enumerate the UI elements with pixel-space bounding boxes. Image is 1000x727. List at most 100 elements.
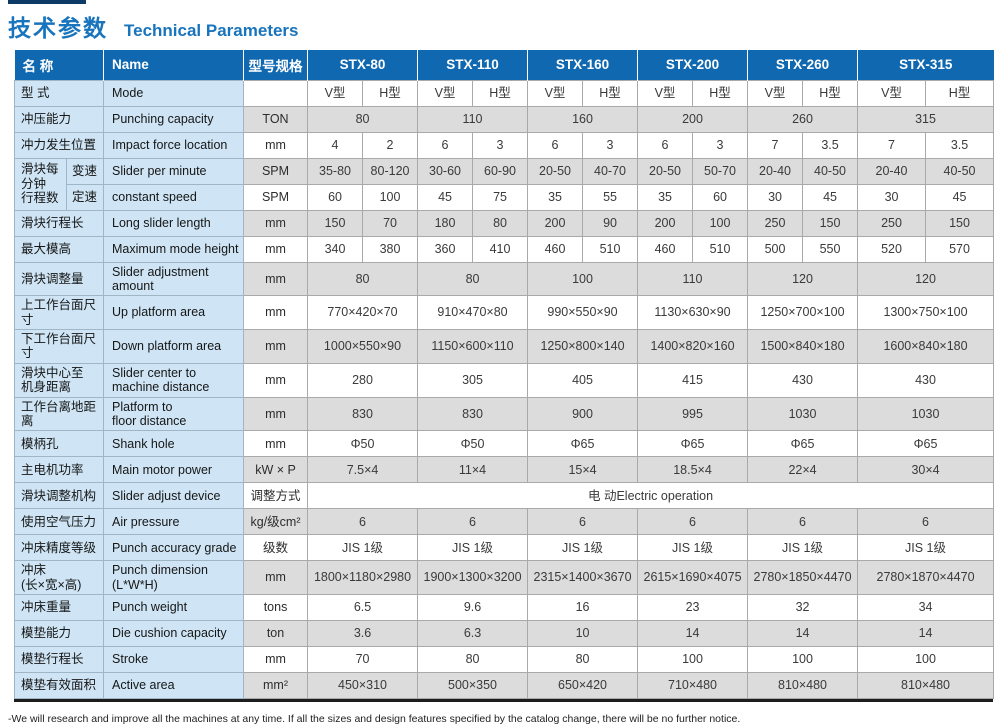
row-label-cn: 最大模高	[13, 235, 105, 263]
data-cell: 180	[417, 209, 474, 237]
row-label-en: Impact force location	[103, 131, 245, 159]
data-cell: 200	[637, 105, 749, 133]
header-name-cn: 名 称	[14, 50, 105, 80]
data-cell: 6	[307, 508, 419, 536]
data-cell: 30×4	[857, 456, 995, 484]
data-cell: 45	[802, 183, 859, 211]
data-cell: 1600×840×180	[857, 329, 995, 364]
row-unit: mm	[243, 560, 309, 595]
data-cell: 100	[857, 646, 995, 673]
data-cell: V型	[747, 79, 804, 107]
data-cell: 810×480	[747, 672, 859, 699]
data-cell: 450×310	[307, 672, 419, 699]
table-wrapper: 名 称 Name 型号规格 STX-80 STX-110 STX-160 STX…	[13, 50, 995, 702]
data-cell: 80	[417, 261, 529, 297]
data-cell: JIS 1级	[747, 534, 859, 562]
row-unit: mm	[243, 235, 309, 263]
data-cell: 415	[637, 362, 749, 398]
data-cell: 6	[637, 131, 694, 159]
row-unit: mm	[243, 646, 309, 673]
data-cell: 14	[747, 620, 859, 647]
row-unit: mm	[243, 261, 309, 297]
data-cell: 250	[747, 209, 804, 237]
data-cell: 6	[747, 508, 859, 536]
data-cell: 520	[857, 235, 927, 263]
data-cell: JIS 1级	[637, 534, 749, 562]
row-label-en: Platform to floor distance	[103, 396, 245, 432]
data-cell: 100	[527, 261, 639, 297]
row-label-en: Slider adjustment amount	[103, 261, 245, 297]
data-cell: 1030	[747, 396, 859, 432]
data-cell: 570	[925, 235, 995, 263]
data-cell: 900	[527, 396, 639, 432]
data-cell: 1300×750×100	[857, 295, 995, 330]
top-accent-bar	[8, 0, 86, 4]
header-spec: 型号规格	[243, 50, 309, 80]
data-cell: 1130×630×90	[637, 295, 749, 330]
data-cell: 550	[802, 235, 859, 263]
data-cell: 160	[527, 105, 639, 133]
data-cell: JIS 1级	[417, 534, 529, 562]
row-unit: mm	[243, 430, 309, 458]
data-cell: 1250×700×100	[747, 295, 859, 330]
data-cell: JIS 1级	[857, 534, 995, 562]
table-row: 使用空气压力 Air pressure kg/级cm² 6 6 6 6 6 6	[13, 508, 995, 536]
data-cell: 7	[747, 131, 804, 159]
data-cell: 2780×1850×4470	[747, 560, 859, 595]
data-cell: H型	[582, 79, 639, 107]
row-sublabel: 定速	[65, 183, 105, 211]
data-cell: 2	[362, 131, 419, 159]
data-cell: 80	[417, 646, 529, 673]
row-unit: kg/级cm²	[243, 508, 309, 536]
data-cell: 15×4	[527, 456, 639, 484]
data-cell: 995	[637, 396, 749, 432]
data-cell: 430	[747, 362, 859, 398]
row-label-en: Punching capacity	[103, 105, 245, 133]
data-cell: 3.5	[802, 131, 859, 159]
data-cell: 710×480	[637, 672, 749, 699]
row-unit: mm²	[243, 672, 309, 699]
table-row: 滑块调整机构 Slider adjust device 调整方式电 动Electri…	[13, 482, 995, 510]
table-row: 冲压能力 Punching capacity TON 80 110 160 200 260 31…	[13, 105, 995, 133]
data-cell: 2615×1690×4075	[637, 560, 749, 595]
data-cell: 380	[362, 235, 419, 263]
data-cell: 650×420	[527, 672, 639, 699]
header-model-stx-200: STX-200	[637, 50, 749, 80]
data-cell: V型	[637, 79, 694, 107]
data-cell: 6	[417, 131, 474, 159]
data-cell: 1400×820×160	[637, 329, 749, 364]
row-label-en: Slider adjust device	[103, 482, 245, 510]
data-cell: 30	[857, 183, 927, 211]
page-title-en: Technical Parameters	[124, 21, 299, 40]
data-cell: 1030	[857, 396, 995, 432]
data-cell: 35	[527, 183, 584, 211]
row-unit: mm	[243, 209, 309, 237]
footer-note: -We will research and improve all the ma…	[8, 713, 741, 725]
data-cell: 60	[692, 183, 749, 211]
row-label-cn: 型 式	[13, 79, 105, 107]
data-cell: 6	[527, 508, 639, 536]
row-label-en: Main motor power	[103, 456, 245, 484]
data-cell: 9.6	[417, 594, 529, 621]
data-cell: 280	[307, 362, 419, 398]
data-cell: 7	[857, 131, 927, 159]
row-label-cn: 模柄孔	[13, 430, 105, 458]
page-title: 技术参数 Technical Parameters	[0, 0, 1000, 50]
data-cell: 500	[747, 235, 804, 263]
data-cell: 10	[527, 620, 639, 647]
data-cell: 250	[857, 209, 927, 237]
data-cell: 6.5	[307, 594, 419, 621]
data-cell: 30-60	[417, 157, 474, 185]
data-cell: 22×4	[747, 456, 859, 484]
data-cell: 500×350	[417, 672, 529, 699]
data-cell: 100	[747, 646, 859, 673]
data-cell: 1500×840×180	[747, 329, 859, 364]
data-cell: 40-70	[582, 157, 639, 185]
header-model-stx-80: STX-80	[307, 50, 419, 80]
data-cell: 460	[527, 235, 584, 263]
page-title-cn: 技术参数	[8, 15, 108, 41]
data-cell: 45	[417, 183, 474, 211]
data-cell: 990×550×90	[527, 295, 639, 330]
data-cell: 80-120	[362, 157, 419, 185]
table-row: 滑块中心至 机身距离 Slider center to machine dista…	[13, 362, 995, 398]
